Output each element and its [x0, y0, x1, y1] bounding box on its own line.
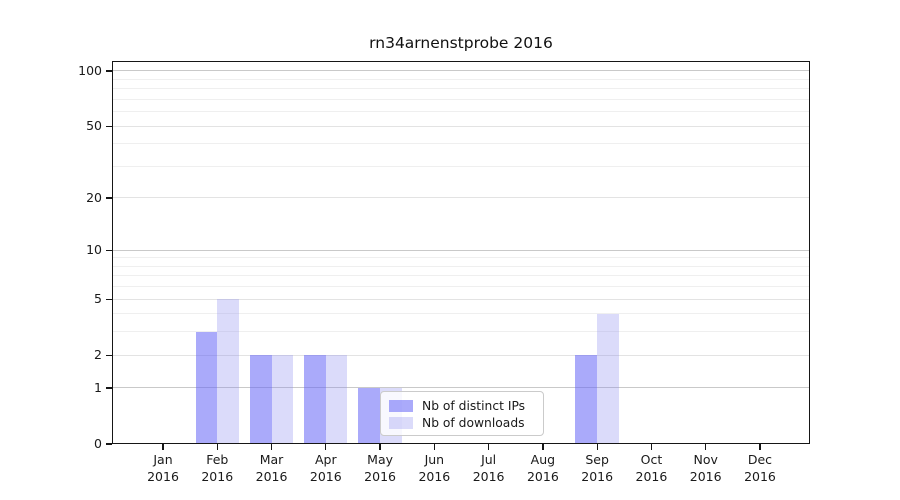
x-axis-tick: [650, 444, 653, 450]
x-axis-tick: [216, 444, 218, 450]
gridline: [112, 286, 810, 288]
y-axis-tick: [106, 249, 112, 251]
bar-s0-apr: [304, 355, 326, 444]
gridline: [112, 354, 810, 356]
y-axis-tick: [106, 70, 112, 72]
bar-s0-sep: [575, 355, 598, 444]
y-axis-tick-label: 2: [94, 347, 102, 363]
bar-s0-may: [358, 387, 381, 444]
gridline: [112, 70, 810, 72]
y-axis-tick: [106, 443, 112, 445]
bar-s1-apr: [325, 355, 348, 444]
y-axis-tick: [106, 387, 112, 389]
y-axis-tick: [106, 354, 112, 356]
x-axis-tick-label: Sep 2016: [581, 452, 614, 484]
legend-swatch: [389, 416, 413, 429]
y-axis-tick-label: 1: [94, 379, 102, 395]
x-axis-tick: [325, 444, 327, 450]
x-axis-tick-label: Nov 2016: [689, 452, 722, 484]
y-axis-tick-label: 50: [86, 118, 102, 134]
bar-s1-feb: [217, 299, 239, 444]
legend-item-downloads: Nb of downloads: [389, 414, 535, 431]
x-axis-tick-label: May 2016: [364, 452, 396, 484]
x-axis-tick-label: Jan 2016: [147, 452, 179, 484]
chart-title: rn34arnenstprobe 2016: [369, 34, 553, 52]
x-axis-tick-label: Aug 2016: [526, 452, 559, 484]
bar-s0-mar: [249, 355, 272, 444]
y-axis-tick-label: 100: [78, 62, 102, 78]
legend-item-distinct-ips: Nb of distinct IPs: [389, 397, 535, 414]
x-axis-tick-label: Oct 2016: [635, 452, 668, 484]
gridline: [112, 197, 810, 199]
gridline: [112, 298, 810, 300]
legend-label: Nb of downloads: [422, 415, 525, 430]
y-axis-tick-label: 5: [94, 291, 102, 307]
bar-s1-mar: [271, 355, 294, 444]
x-axis-tick-label: Mar 2016: [255, 452, 288, 484]
gridline: [112, 98, 810, 100]
gridline: [112, 265, 810, 267]
x-axis-tick: [759, 444, 761, 450]
bar-s1-sep: [597, 313, 619, 444]
legend-label: Nb of distinct IPs: [422, 398, 526, 413]
x-axis-tick: [487, 444, 490, 450]
x-axis-tick: [596, 444, 598, 450]
y-axis-tick: [106, 125, 112, 127]
gridline: [112, 387, 810, 389]
y-axis-tick-label: 0: [94, 436, 102, 451]
x-axis-tick-label: Jul 2016: [472, 452, 505, 484]
x-axis-tick-label: Feb 2016: [201, 452, 234, 484]
x-axis-tick: [542, 444, 544, 450]
y-axis-tick: [106, 197, 112, 199]
gridline: [112, 78, 810, 80]
gridline: [112, 88, 810, 90]
x-axis-tick: [379, 444, 381, 450]
bar-s0-feb: [195, 331, 218, 444]
legend-swatch: [389, 399, 413, 412]
x-axis-tick: [433, 444, 435, 450]
gridline: [112, 165, 810, 167]
x-axis-tick: [705, 444, 707, 450]
y-axis-tick-label: 20: [86, 189, 102, 205]
gridline: [112, 275, 810, 277]
x-axis-tick-label: Apr 2016: [309, 452, 342, 484]
gridline: [112, 125, 810, 127]
y-axis-tick: [106, 298, 112, 300]
gridline: [112, 249, 810, 251]
gridline: [112, 313, 810, 315]
gridline: [112, 143, 810, 145]
plot-area: [112, 61, 810, 444]
x-axis-tick-label: Dec 2016: [744, 452, 776, 484]
y-axis-tick-label: 10: [86, 242, 102, 258]
gridline: [112, 111, 810, 113]
gridline: [112, 331, 810, 333]
gridline: [112, 257, 810, 259]
x-axis-tick-label: Jun 2016: [418, 452, 451, 484]
legend: Nb of distinct IPs Nb of downloads: [380, 391, 544, 436]
x-axis-tick: [270, 444, 273, 450]
x-axis-tick: [162, 444, 164, 450]
